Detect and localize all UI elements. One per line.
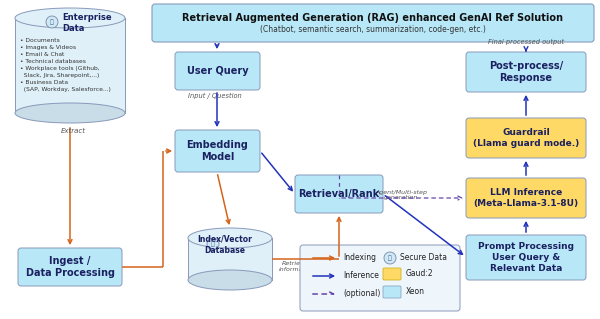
Text: Gaud:2: Gaud:2 (406, 270, 434, 278)
FancyBboxPatch shape (295, 175, 383, 213)
Text: ⚿: ⚿ (211, 241, 215, 247)
Text: Secure Data: Secure Data (400, 254, 447, 263)
Text: Retrieved
information: Retrieved information (278, 261, 316, 272)
Text: User Query: User Query (187, 66, 248, 76)
FancyBboxPatch shape (18, 248, 122, 286)
Text: Enterprise
Data: Enterprise Data (62, 13, 112, 33)
FancyBboxPatch shape (152, 4, 594, 42)
Ellipse shape (15, 8, 125, 28)
Text: Ingest /
Data Processing: Ingest / Data Processing (25, 256, 115, 278)
Text: (optional): (optional) (343, 290, 380, 299)
Text: ⚿: ⚿ (388, 255, 392, 261)
FancyBboxPatch shape (300, 245, 460, 311)
Text: (Chatbot, semantic search, summarization, code-gen, etc.): (Chatbot, semantic search, summarization… (260, 26, 486, 34)
Text: Embedding
Model: Embedding Model (187, 140, 248, 162)
Text: Indexing: Indexing (343, 254, 376, 263)
Text: • Documents
• Images & Videos
• Email & Chat
• Technical databases
• Workplace t: • Documents • Images & Videos • Email & … (20, 38, 111, 92)
FancyBboxPatch shape (383, 286, 401, 298)
FancyBboxPatch shape (175, 52, 260, 90)
Circle shape (207, 238, 219, 250)
FancyBboxPatch shape (383, 268, 401, 280)
Text: Guardrail
(Llama guard mode.): Guardrail (Llama guard mode.) (473, 128, 579, 148)
Text: Input / Question: Input / Question (188, 93, 242, 99)
Ellipse shape (188, 270, 272, 290)
Text: Retrieval Augmented Generation (RAG) enhanced GenAI Ref Solution: Retrieval Augmented Generation (RAG) enh… (182, 13, 563, 23)
Text: Xeon: Xeon (406, 287, 425, 296)
FancyBboxPatch shape (466, 52, 586, 92)
Text: Prompt Processing
User Query &
Relevant Data: Prompt Processing User Query & Relevant … (478, 242, 574, 273)
Bar (15, 18, 125, 113)
FancyBboxPatch shape (466, 118, 586, 158)
Text: Inference: Inference (343, 271, 379, 280)
Text: Retrieval/Rank: Retrieval/Rank (298, 189, 380, 199)
Text: Extract: Extract (61, 128, 86, 134)
Text: LLM Inference
(Meta-Llama-3.1-8U): LLM Inference (Meta-Llama-3.1-8U) (473, 188, 578, 208)
Ellipse shape (15, 103, 125, 123)
Text: Agent/Multi-step
generation: Agent/Multi-step generation (375, 189, 427, 200)
Text: ⚿: ⚿ (50, 19, 54, 25)
FancyBboxPatch shape (466, 235, 586, 280)
Text: Final processed output: Final processed output (488, 39, 564, 45)
Circle shape (46, 16, 58, 28)
Text: Post-process/
Response: Post-process/ Response (489, 61, 563, 83)
Text: Index/Vector
Database: Index/Vector Database (197, 235, 253, 255)
Bar (188, 238, 272, 280)
Text: Search result
with relevant data: Search result with relevant data (312, 246, 370, 257)
Circle shape (384, 252, 396, 264)
FancyBboxPatch shape (466, 178, 586, 218)
Ellipse shape (188, 228, 272, 248)
FancyBboxPatch shape (175, 130, 260, 172)
